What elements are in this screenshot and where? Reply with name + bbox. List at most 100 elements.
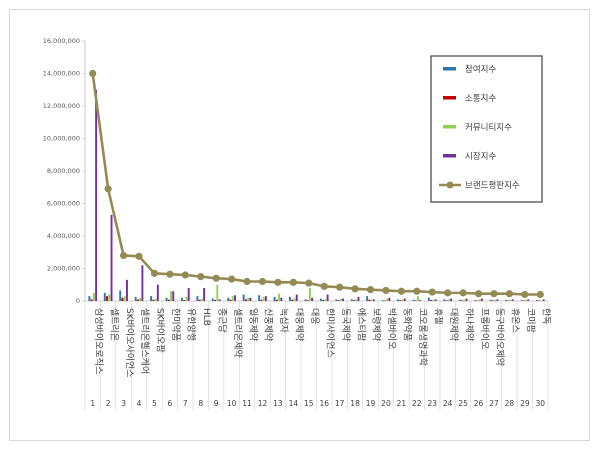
bar-커뮤니티지수: [262, 296, 265, 301]
y-tick-label: 0: [76, 297, 80, 305]
category-number: 29: [520, 399, 530, 408]
point-브랜드평판지수: [521, 290, 529, 299]
category-number: 6: [167, 399, 172, 408]
category-number: 12: [258, 399, 268, 408]
y-tick-label: 8,000,000: [47, 167, 80, 175]
bar-시장지수: [280, 297, 283, 301]
bar-시장지수: [249, 297, 252, 301]
legend-swatch: [443, 96, 456, 100]
bar-커뮤니티지수: [447, 299, 450, 301]
bar-참여지수: [258, 295, 261, 301]
category-number: 13: [273, 399, 283, 408]
bar-시장지수: [419, 300, 422, 301]
bar-소통지수: [306, 300, 309, 301]
point-브랜드평판지수: [505, 290, 514, 298]
legend-label: 브랜드평판지수: [465, 180, 520, 191]
bar-시장지수: [342, 298, 344, 301]
bar-소통지수: [491, 300, 494, 301]
y-tick-label: 14,000,000: [43, 70, 80, 78]
bar-시장지수: [357, 296, 360, 301]
y-tick-label: 2,000,000: [47, 265, 80, 273]
bar-커뮤니티지수: [139, 297, 142, 301]
bar-참여지수: [88, 296, 91, 301]
category-number: 20: [381, 399, 391, 408]
bar-소통지수: [167, 299, 170, 301]
bar-참여지수: [304, 299, 307, 301]
point-브랜드평판지수: [490, 290, 498, 298]
category-label: 휴젤: [432, 308, 444, 325]
category-label: 한미사이언스: [324, 308, 336, 358]
bar-참여지수: [196, 296, 199, 301]
bar-소통지수: [322, 300, 325, 301]
bar-커뮤니티지수: [463, 299, 466, 301]
bar-참여지수: [489, 299, 492, 301]
point-브랜드평판지수: [197, 273, 205, 281]
legend-label: 소통지수: [465, 94, 496, 104]
bar-참여지수: [103, 292, 106, 301]
bar-소통지수: [399, 300, 402, 301]
bar-참여지수: [335, 299, 338, 301]
bar-커뮤니티지수: [216, 284, 219, 301]
bar-커뮤니티지수: [401, 299, 404, 301]
bar-시장지수: [141, 265, 144, 301]
point-브랜드평판지수: [428, 288, 436, 296]
bar-시장지수: [542, 299, 545, 301]
bar-참여지수: [150, 296, 153, 301]
category-label: 동구바이오제약: [494, 308, 506, 366]
bar-커뮤니티지수: [247, 297, 250, 301]
bar-시장지수: [403, 298, 406, 301]
bar-시장지수: [434, 299, 437, 301]
category-label: 박셀바이오: [386, 308, 397, 349]
category-label: 보령제약: [371, 308, 383, 341]
bar-커뮤니티지수: [324, 299, 327, 301]
bar-시장지수: [264, 296, 267, 301]
category-number: 21: [397, 399, 407, 408]
category-number: 26: [474, 399, 484, 408]
category-label: 에스티팜: [355, 308, 366, 341]
bar-커뮤니티지수: [92, 292, 95, 301]
bar-참여지수: [458, 299, 461, 301]
category-number: 2: [106, 399, 111, 408]
category-number: 28: [505, 399, 515, 408]
category-number: 19: [366, 399, 376, 408]
category-number: 24: [443, 399, 453, 408]
bar-참여지수: [397, 299, 399, 301]
category-number: 7: [183, 399, 188, 408]
category-label: 녹십자: [278, 308, 289, 334]
category-number: 5: [152, 399, 157, 408]
bar-소통지수: [152, 299, 155, 301]
point-브랜드평판지수: [89, 69, 97, 78]
bar-소통지수: [90, 299, 93, 301]
bar-참여지수: [443, 299, 446, 301]
bar-소통지수: [183, 300, 186, 301]
point-브랜드평판지수: [228, 275, 236, 283]
bar-참여지수: [227, 297, 230, 301]
category-number: 1: [90, 399, 95, 408]
point-브랜드평판지수: [351, 285, 359, 293]
y-tick-label: 12,000,000: [43, 102, 80, 110]
point-브랜드평판지수: [166, 270, 174, 278]
point-브랜드평판지수: [413, 287, 421, 295]
bar-시장지수: [450, 298, 453, 301]
bar-시장지수: [110, 214, 113, 301]
y-tick-label: 4,000,000: [47, 232, 80, 240]
category-label: 대웅제약: [294, 308, 306, 341]
category-label: 코미팜: [525, 308, 536, 333]
category-label: 신풍제약: [263, 308, 275, 341]
point-브랜드평판지수: [258, 277, 267, 286]
bar-참여지수: [134, 296, 137, 301]
legend-label: 커뮤니티지수: [465, 122, 512, 133]
category-label: 종근당: [216, 308, 227, 333]
point-브랜드평판지수: [366, 286, 375, 294]
category-label: 동화약품: [402, 308, 414, 341]
bar-소통지수: [275, 299, 278, 301]
bar-참여지수: [427, 297, 430, 301]
bar-참여지수: [381, 300, 384, 301]
category-label: 셀트리온헬스케어: [139, 308, 150, 374]
category-label: 대웅: [309, 308, 320, 325]
bar-소통지수: [229, 299, 232, 301]
category-label: 한독: [540, 308, 551, 325]
category-number: 16: [319, 399, 329, 408]
category-number: 3: [121, 399, 126, 408]
y-tick-label: 10,000,000: [43, 135, 80, 143]
